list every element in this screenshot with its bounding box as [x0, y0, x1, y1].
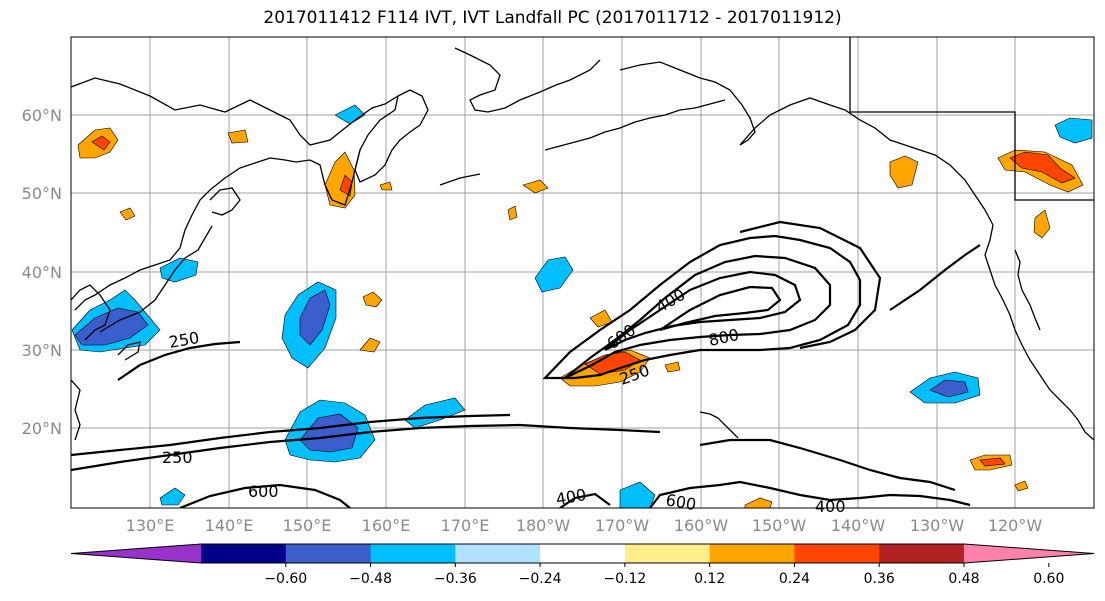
colorbar-segment: [540, 544, 626, 563]
contour-label: 400: [815, 497, 846, 516]
ivt-contours: [71, 220, 981, 508]
pc-fill-patches: [71, 104, 1093, 508]
lat-label: 40°N: [22, 263, 62, 282]
colorbar: −0.60 −0.48 −0.36 −0.24 −0.12 0.12 0.24 0.36 0.4…: [70, 543, 1095, 587]
lat-label: 20°N: [22, 419, 62, 438]
lon-label: 140°E: [205, 516, 254, 535]
latitude-labels: 60°N 50°N 40°N 30°N 20°N: [22, 106, 62, 438]
lon-label: 120°W: [988, 516, 1043, 535]
colorbar-segment: [370, 544, 456, 563]
lat-label: 50°N: [22, 184, 62, 203]
colorbar-extend-high: [964, 544, 1094, 563]
contour-label: 600: [248, 482, 279, 501]
lat-label: 60°N: [22, 106, 62, 125]
colorbar-tick-label: 0.48: [948, 571, 979, 587]
lon-label: 130°W: [910, 516, 965, 535]
map-title: 2017011412 F114 IVT, IVT Landfall PC (20…: [263, 8, 842, 28]
colorbar-segment: [624, 544, 711, 563]
coastlines: [71, 37, 1094, 441]
colorbar-segment: [455, 544, 541, 563]
longitude-labels: 130°E 140°E 150°E 160°E 170°E 180°W 170°…: [126, 516, 1043, 535]
colorbar-tick-label: −0.24: [519, 571, 562, 587]
colorbar-tick-label: −0.60: [264, 571, 307, 587]
colorbar-tick-label: 0.60: [1033, 571, 1064, 587]
colorbar-tick-label: 0.36: [864, 571, 895, 587]
colorbar-tick-label: 0.12: [694, 571, 725, 587]
lon-label: 150°W: [752, 516, 807, 535]
lon-label: 180°W: [516, 516, 571, 535]
map-frame: [70, 36, 1095, 509]
colorbar-segment: [794, 544, 880, 563]
lon-label: 140°W: [831, 516, 886, 535]
contour-label: 600: [664, 490, 697, 514]
colorbar-tick-label: −0.36: [434, 571, 477, 587]
colorbar-segment: [201, 544, 287, 563]
lon-label: 160°W: [674, 516, 729, 535]
contour-label: 250: [162, 448, 193, 467]
lat-label: 30°N: [22, 341, 62, 360]
colorbar-segment: [709, 544, 795, 563]
lon-label: 150°E: [283, 516, 332, 535]
lon-label: 130°E: [126, 516, 175, 535]
colorbar-extend-low: [71, 544, 201, 563]
lon-label: 170°W: [595, 516, 650, 535]
colorbar-tick-label: −0.12: [603, 571, 646, 587]
colorbar-tick-label: 0.24: [779, 571, 810, 587]
colorbar-outline: [70, 543, 1095, 564]
colorbar-segment: [879, 544, 965, 563]
lon-label: 170°E: [441, 516, 490, 535]
colorbar-segment: [285, 544, 372, 563]
lon-label: 160°E: [362, 516, 411, 535]
colorbar-tick-label: −0.48: [349, 571, 392, 587]
